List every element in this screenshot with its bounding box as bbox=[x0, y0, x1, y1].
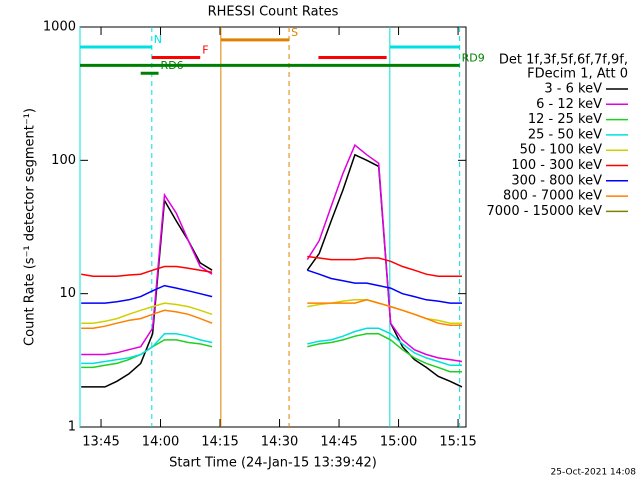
legend-label: 12 - 25 keV bbox=[528, 112, 602, 127]
x-axis-label: Start Time (24-Jan-15 13:39:42) bbox=[169, 456, 377, 471]
series-line bbox=[81, 255, 462, 278]
legend-label: 300 - 800 keV bbox=[511, 173, 602, 188]
legend-label: 25 - 50 keV bbox=[528, 127, 602, 142]
legend-label: 3 - 6 keV bbox=[544, 82, 602, 97]
x-tick-label: 14:30 bbox=[261, 435, 298, 450]
series-line bbox=[81, 327, 462, 367]
legend-label: 50 - 100 keV bbox=[520, 143, 603, 158]
flag-label: RD9 bbox=[462, 51, 485, 64]
y-tick-label: 1 bbox=[68, 420, 76, 435]
legend-label: 800 - 7000 keV bbox=[503, 189, 602, 204]
series-line bbox=[81, 143, 463, 363]
legend-header: FDecim 1, Att 0 bbox=[527, 67, 628, 82]
y-axis-label: Count Rate (s⁻¹ detector segment⁻¹) bbox=[23, 108, 38, 346]
footer: 25-Oct-2021 14:08 bbox=[551, 468, 637, 478]
legend-label: 7000 - 15000 keV bbox=[487, 204, 603, 219]
flag-label: RD6 bbox=[161, 59, 184, 72]
legend-label: 100 - 300 keV bbox=[511, 158, 602, 173]
y-tick-label: 1000 bbox=[43, 20, 76, 35]
x-tick-label: 15:00 bbox=[380, 435, 417, 450]
flag-label: S bbox=[291, 26, 298, 39]
x-tick-label: 14:15 bbox=[201, 435, 238, 450]
flag-label: F bbox=[202, 44, 208, 57]
series-line bbox=[81, 299, 462, 330]
y-tick-label: 100 bbox=[51, 153, 76, 168]
x-tick-label: 15:15 bbox=[439, 435, 476, 450]
y-tick-label: 10 bbox=[59, 286, 76, 301]
plot-frame bbox=[79, 26, 467, 428]
legend-label: 6 - 12 keV bbox=[536, 97, 602, 112]
chart-title: RHESSI Count Rates bbox=[208, 5, 339, 20]
x-tick-label: 14:00 bbox=[142, 435, 179, 450]
flag-label: N bbox=[154, 33, 162, 46]
x-tick-label: 14:45 bbox=[320, 435, 357, 450]
series-line bbox=[81, 269, 462, 304]
legend-header: Det 1f,3f,5f,6f,7f,9f, bbox=[499, 53, 628, 68]
x-tick-label: 13:45 bbox=[82, 435, 119, 450]
